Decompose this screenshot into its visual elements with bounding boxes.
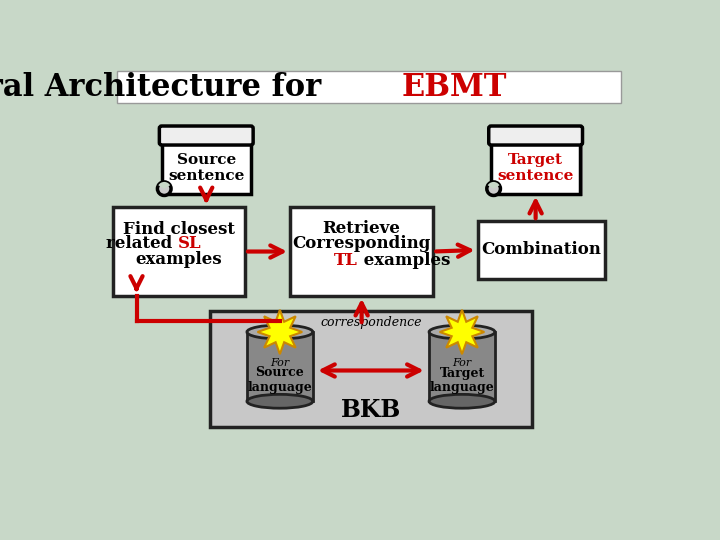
Polygon shape bbox=[440, 310, 485, 354]
Text: Find closest: Find closest bbox=[123, 221, 235, 239]
Text: Target
sentence: Target sentence bbox=[498, 153, 574, 184]
FancyBboxPatch shape bbox=[290, 207, 433, 296]
Ellipse shape bbox=[247, 325, 312, 339]
Wedge shape bbox=[487, 182, 500, 188]
Text: Retrieve: Retrieve bbox=[323, 220, 400, 237]
Text: related: related bbox=[106, 235, 178, 252]
FancyBboxPatch shape bbox=[493, 131, 582, 196]
FancyBboxPatch shape bbox=[117, 71, 621, 103]
FancyBboxPatch shape bbox=[162, 129, 251, 194]
Text: examples: examples bbox=[136, 251, 222, 268]
Text: BKB: BKB bbox=[341, 398, 401, 422]
Text: EBMT: EBMT bbox=[402, 72, 507, 103]
FancyBboxPatch shape bbox=[489, 126, 582, 145]
Text: examples: examples bbox=[358, 252, 450, 269]
Text: Source
sentence: Source sentence bbox=[168, 153, 244, 184]
FancyBboxPatch shape bbox=[210, 311, 532, 427]
Ellipse shape bbox=[247, 394, 312, 408]
Text: correspondence: correspondence bbox=[320, 316, 422, 329]
Circle shape bbox=[158, 182, 171, 195]
FancyBboxPatch shape bbox=[429, 332, 495, 401]
Wedge shape bbox=[158, 182, 170, 188]
FancyBboxPatch shape bbox=[164, 131, 253, 196]
FancyBboxPatch shape bbox=[491, 129, 580, 194]
Text: Target
language: Target language bbox=[430, 367, 495, 395]
Text: For: For bbox=[452, 358, 472, 368]
Text: Source
language: Source language bbox=[248, 367, 312, 395]
Text: For: For bbox=[270, 358, 289, 368]
Text: SL: SL bbox=[178, 235, 201, 252]
Polygon shape bbox=[258, 310, 302, 354]
Ellipse shape bbox=[429, 325, 495, 339]
FancyBboxPatch shape bbox=[113, 207, 245, 296]
FancyBboxPatch shape bbox=[247, 332, 312, 401]
Circle shape bbox=[487, 182, 500, 195]
FancyBboxPatch shape bbox=[159, 126, 253, 145]
Text: Corresponding: Corresponding bbox=[292, 235, 431, 252]
Text: Combination: Combination bbox=[482, 241, 601, 259]
Text: TL: TL bbox=[334, 252, 358, 269]
FancyBboxPatch shape bbox=[477, 221, 606, 279]
Ellipse shape bbox=[429, 394, 495, 408]
Text: The general Architecture for: The general Architecture for bbox=[0, 72, 332, 103]
